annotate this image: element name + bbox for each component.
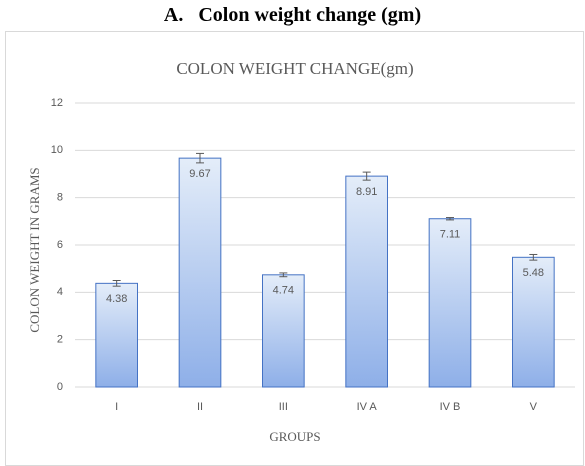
- data-label: 8.91: [356, 186, 377, 198]
- x-tick-label: IV B: [440, 401, 461, 413]
- y-tick-label: 8: [57, 192, 63, 204]
- data-label: 4.74: [273, 285, 294, 297]
- data-label: 4.38: [106, 293, 127, 305]
- error-bar: [529, 253, 538, 261]
- y-tick-label: 6: [57, 239, 63, 251]
- y-axis-label: COLON WEIGHT IN GRAMS: [27, 167, 42, 332]
- x-tick-label: IV A: [357, 401, 378, 413]
- error-bar: [362, 171, 371, 181]
- bar: [95, 282, 139, 388]
- x-tick-label: V: [530, 401, 538, 413]
- y-tick-label: 2: [57, 334, 63, 346]
- bar: [178, 157, 222, 388]
- figure-heading: A. Colon weight change (gm): [163, 4, 422, 26]
- x-axis-label: GROUPS: [269, 429, 320, 444]
- error-bar: [196, 152, 204, 164]
- y-tick-label: 10: [51, 144, 63, 156]
- x-tick-label: I: [115, 401, 118, 413]
- data-label: 7.11: [440, 229, 461, 241]
- x-tick-label: II: [197, 401, 203, 413]
- y-tick-label: 4: [57, 286, 63, 298]
- bar: [262, 274, 305, 388]
- bar: [512, 256, 555, 388]
- chart-title: COLON WEIGHT CHANGE(gm): [176, 59, 413, 78]
- y-tick-label: 0: [57, 381, 63, 393]
- error-bar: [279, 272, 288, 278]
- bar: [345, 175, 389, 388]
- data-label: 9.67: [189, 168, 210, 180]
- x-tick-label: III: [279, 401, 288, 413]
- bar: [428, 218, 472, 388]
- error-bar: [112, 280, 121, 287]
- data-label: 5.48: [523, 267, 544, 279]
- y-tick-label: 12: [51, 97, 63, 109]
- chart-frame: [5, 31, 584, 466]
- error-bar: [446, 217, 454, 221]
